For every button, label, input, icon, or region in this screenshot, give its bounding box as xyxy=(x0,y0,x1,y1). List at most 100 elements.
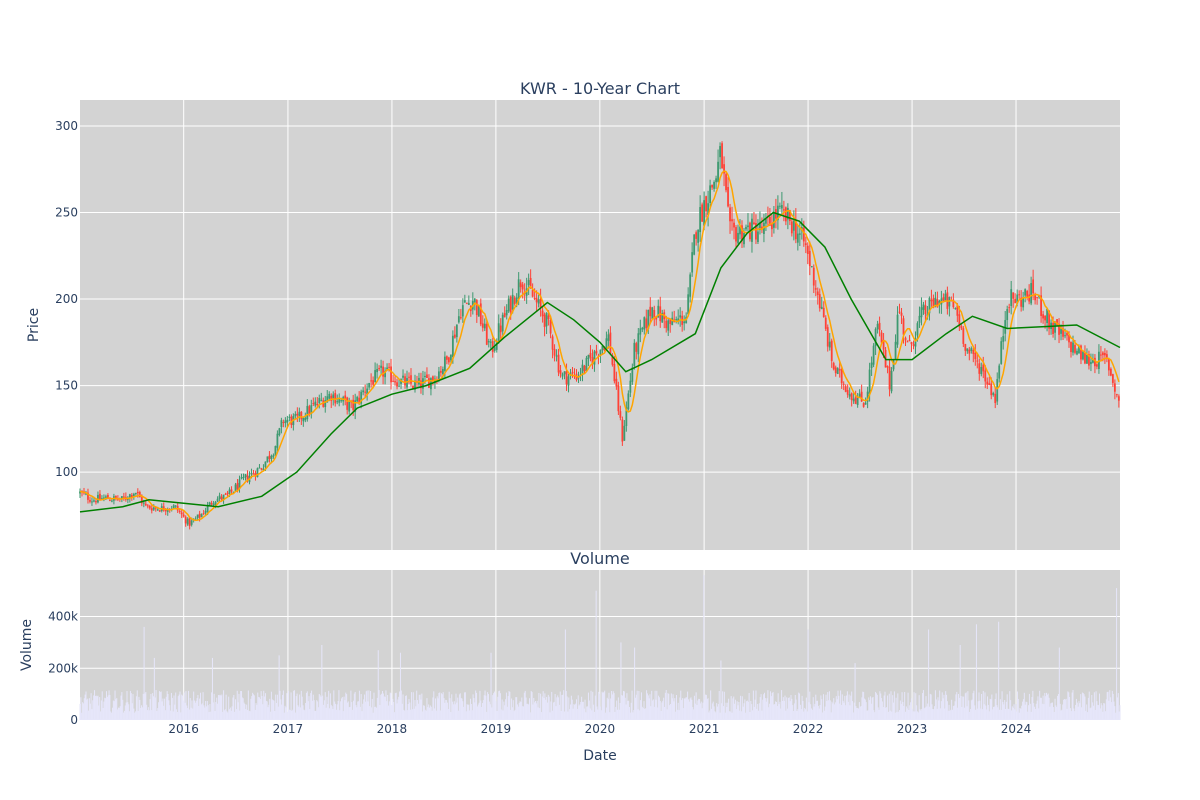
volume-bar xyxy=(652,700,654,720)
volume-bar xyxy=(986,709,988,720)
volume-bar xyxy=(848,694,850,720)
volume-bar xyxy=(292,709,294,720)
candle-body xyxy=(810,266,813,268)
x-tick-label: 2022 xyxy=(793,722,824,736)
price-y-axis-label: Price xyxy=(26,308,42,342)
volume-bar xyxy=(229,709,231,720)
volume-bar xyxy=(838,695,840,720)
candle-body xyxy=(93,500,95,502)
volume-bar xyxy=(1016,691,1018,720)
candle-body xyxy=(992,393,995,395)
candle-body xyxy=(212,503,215,505)
volume-bar xyxy=(869,700,871,720)
volume-bar xyxy=(311,700,313,720)
volume-bar xyxy=(543,698,545,720)
candle-body xyxy=(264,461,267,468)
volume-bar xyxy=(453,701,455,720)
volume-bar xyxy=(829,700,831,720)
volume-bar xyxy=(413,708,415,720)
volume-bar xyxy=(880,693,882,720)
candle-body xyxy=(703,200,706,226)
volume-bar xyxy=(773,704,775,720)
volume-bar xyxy=(981,693,983,720)
volume-bar xyxy=(134,712,136,720)
volume-bar xyxy=(721,703,723,720)
volume-bar xyxy=(703,575,705,720)
candle-body xyxy=(204,510,207,514)
candle-body xyxy=(320,399,323,401)
volume-bar xyxy=(382,693,384,720)
volume-bar xyxy=(510,709,512,720)
volume-bar xyxy=(1042,695,1044,720)
volume-bar xyxy=(318,693,320,720)
volume-bar xyxy=(244,704,246,720)
volume-bar xyxy=(705,694,707,720)
volume-bar xyxy=(276,702,278,720)
candle-body xyxy=(360,391,363,404)
volume-bar xyxy=(800,709,802,720)
volume-bar xyxy=(881,701,883,720)
volume-bar xyxy=(966,706,968,720)
volume-bar xyxy=(893,702,895,720)
volume-bar xyxy=(1075,698,1077,720)
volume-bar xyxy=(142,693,144,720)
volume-bar xyxy=(498,691,500,720)
volume-bar xyxy=(354,691,356,720)
candle-body xyxy=(541,310,544,317)
volume-bar xyxy=(438,693,440,720)
candle-body xyxy=(914,338,917,347)
volume-bar xyxy=(733,696,735,720)
volume-bar xyxy=(1093,692,1095,720)
candle-body xyxy=(759,222,761,230)
volume-bar xyxy=(758,710,760,720)
volume-bar xyxy=(197,694,199,720)
volume-bar xyxy=(374,706,376,720)
volume-bar xyxy=(501,699,503,720)
volume-bar xyxy=(804,707,806,720)
volume-bar xyxy=(1038,708,1040,720)
volume-bar xyxy=(892,695,894,720)
volume-bar xyxy=(1068,692,1070,720)
volume-bar xyxy=(1048,697,1050,720)
volume-bar xyxy=(688,701,690,720)
volume-bar xyxy=(747,701,749,720)
volume-bar xyxy=(115,699,117,720)
volume-bar xyxy=(173,695,175,720)
volume-bar xyxy=(111,707,113,720)
volume-bar xyxy=(626,693,628,720)
volume-bar xyxy=(1047,693,1049,720)
volume-bar xyxy=(699,703,701,720)
volume-bar xyxy=(887,711,889,720)
candle-body xyxy=(374,370,377,383)
candle-body xyxy=(95,500,97,503)
volume-bar xyxy=(1086,704,1088,720)
volume-bar xyxy=(1004,709,1006,720)
date-x-ticks: 2016 2017 2018 2019 2020 2021 2022 2023 2024 xyxy=(168,722,1031,736)
volume-bar xyxy=(634,697,636,720)
volume-bar xyxy=(170,710,172,720)
candle-body xyxy=(316,403,319,405)
candle-body xyxy=(232,491,235,493)
volume-bar xyxy=(347,701,349,720)
volume-bar xyxy=(495,701,497,720)
volume-bar xyxy=(830,712,832,720)
volume-bar xyxy=(635,694,637,720)
volume-bar xyxy=(1022,699,1024,720)
volume-bar xyxy=(331,706,333,720)
candle-body xyxy=(798,233,801,235)
volume-bar xyxy=(587,706,589,720)
volume-bar xyxy=(640,692,642,720)
candle-body xyxy=(396,382,398,387)
candle-body xyxy=(627,393,630,410)
candle-body xyxy=(930,299,933,302)
candle-body xyxy=(854,397,857,404)
volume-bar xyxy=(744,699,746,720)
volume-bar xyxy=(820,695,822,720)
volume-bar xyxy=(376,697,378,720)
volume-bar xyxy=(305,702,307,720)
volume-bar xyxy=(339,710,341,720)
volume-bar xyxy=(1073,708,1075,720)
volume-bar xyxy=(633,710,635,720)
volume-bar xyxy=(730,696,732,720)
volume-bar xyxy=(507,696,509,720)
